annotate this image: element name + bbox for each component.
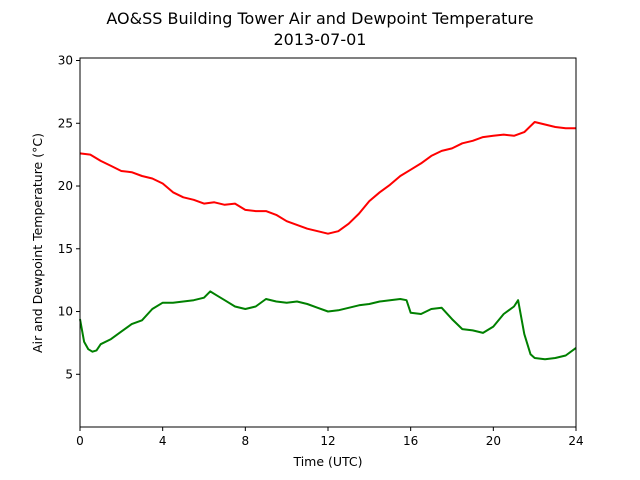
x-axis: 0 4 8 12 16 20 24 bbox=[76, 427, 584, 448]
chart-title: AO&SS Building Tower Air and Dewpoint Te… bbox=[106, 9, 533, 28]
x-tick-label: 0 bbox=[76, 434, 84, 448]
x-tick-label: 4 bbox=[159, 434, 167, 448]
y-tick-label: 30 bbox=[58, 54, 73, 68]
x-tick-label: 24 bbox=[568, 434, 583, 448]
x-tick-label: 8 bbox=[242, 434, 250, 448]
y-axis-label: Air and Dewpoint Temperature (°C) bbox=[30, 133, 45, 353]
y-tick-label: 5 bbox=[65, 367, 73, 381]
plot-frame bbox=[79, 57, 577, 428]
series-line-1 bbox=[79, 121, 576, 235]
y-axis: 5 10 15 20 25 30 bbox=[58, 54, 80, 381]
x-tick-label: 16 bbox=[403, 434, 418, 448]
chart-subtitle: 2013-07-01 bbox=[274, 30, 367, 49]
x-tick-label: 12 bbox=[320, 434, 335, 448]
y-tick-label: 15 bbox=[58, 242, 73, 256]
plot-area bbox=[79, 121, 577, 361]
x-tick-label: 20 bbox=[486, 434, 501, 448]
y-tick-label: 10 bbox=[58, 305, 73, 319]
y-tick-label: 20 bbox=[58, 179, 73, 193]
series-line-2 bbox=[79, 290, 577, 361]
y-tick-label: 25 bbox=[58, 116, 73, 130]
x-axis-label: Time (UTC) bbox=[292, 454, 362, 469]
